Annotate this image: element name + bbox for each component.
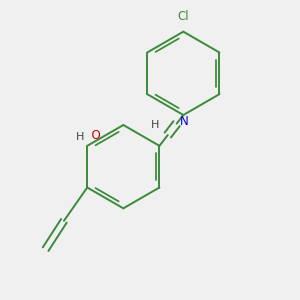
Text: H: H (76, 133, 84, 142)
Text: N: N (180, 116, 189, 128)
Text: O: O (84, 130, 101, 142)
Text: Cl: Cl (178, 10, 189, 23)
Text: H: H (151, 120, 160, 130)
